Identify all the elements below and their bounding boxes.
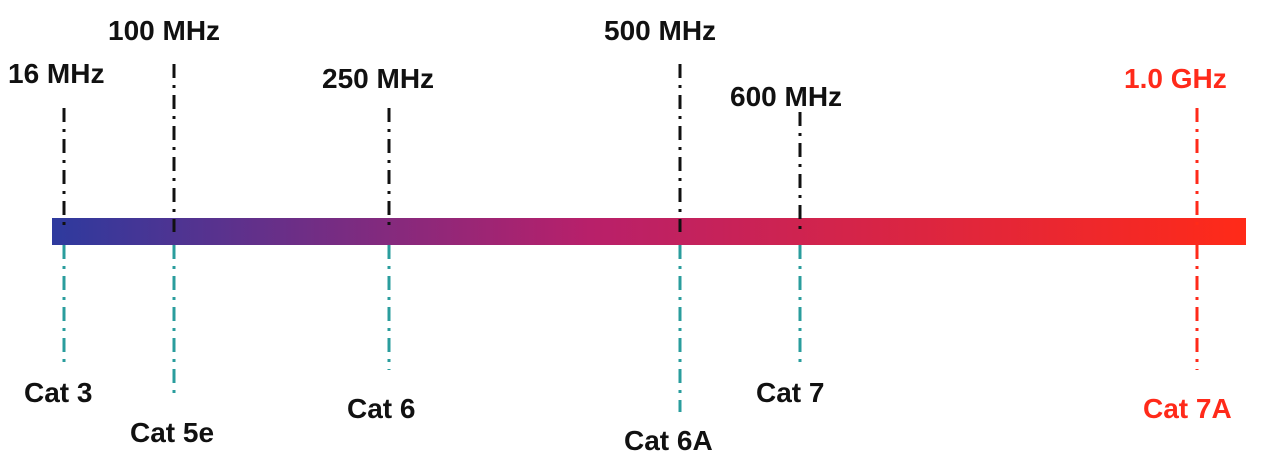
frequency-label: 600 MHz <box>730 81 842 112</box>
frequency-label: 500 MHz <box>604 15 716 46</box>
marker-cat6: 250 MHz Cat 6 <box>322 63 434 424</box>
frequency-gradient-bar <box>52 218 1246 245</box>
frequency-label: 250 MHz <box>322 63 434 94</box>
frequency-label: 100 MHz <box>108 15 220 46</box>
marker-cat3: 16 MHz Cat 3 <box>8 58 104 408</box>
frequency-label: 16 MHz <box>8 58 104 89</box>
category-label: Cat 6A <box>624 425 713 456</box>
category-label: Cat 6 <box>347 393 415 424</box>
category-label: Cat 7 <box>756 377 824 408</box>
category-label: Cat 7A <box>1143 393 1232 424</box>
category-label: Cat 3 <box>24 377 92 408</box>
marker-cat6a: 500 MHz Cat 6A <box>604 15 716 456</box>
category-label: Cat 5e <box>130 417 214 448</box>
marker-cat5e: 100 MHz Cat 5e <box>108 15 220 448</box>
marker-cat7: 600 MHz Cat 7 <box>730 81 842 408</box>
frequency-label: 1.0 GHz <box>1124 63 1227 94</box>
marker-cat7a: 1.0 GHz Cat 7A <box>1124 63 1232 424</box>
